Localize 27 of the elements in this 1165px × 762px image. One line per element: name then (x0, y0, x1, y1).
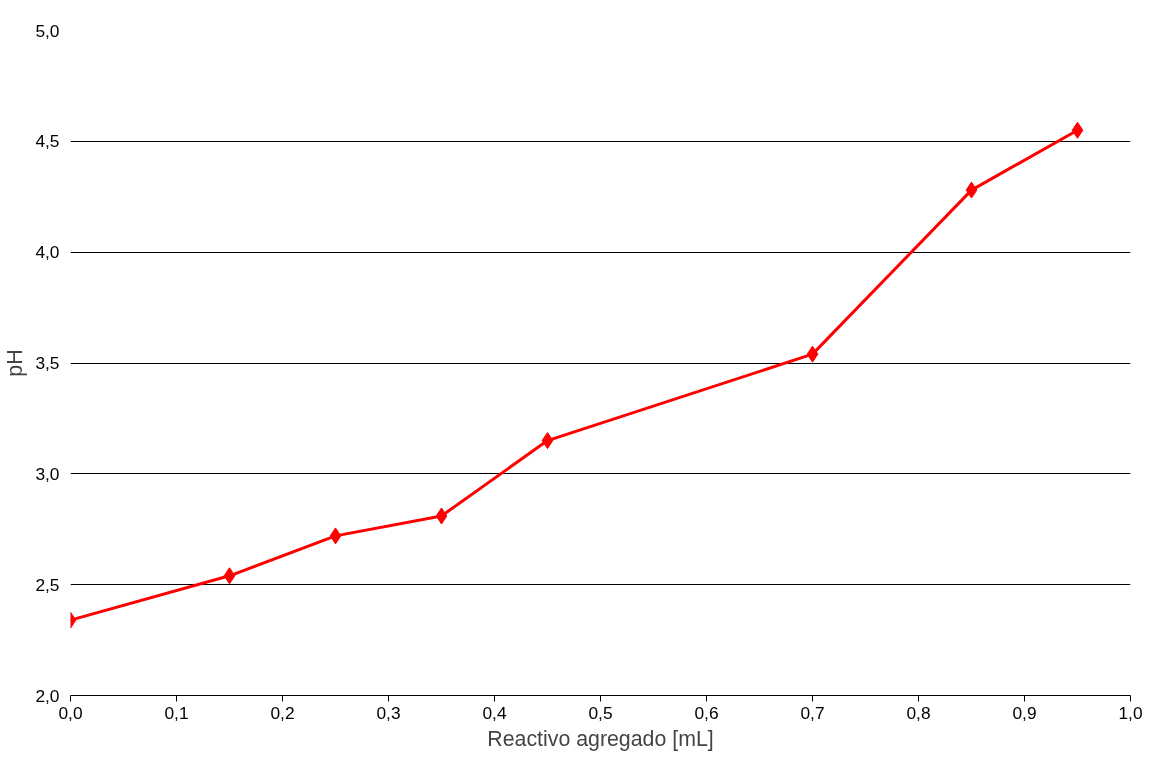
y-axis-title: pH (3, 349, 28, 377)
x-tick-label: 0,2 (270, 702, 295, 723)
y-tick-label: 3,0 (35, 463, 60, 484)
x-tick-label: 0,6 (694, 702, 719, 723)
point (435, 507, 448, 525)
point (329, 527, 342, 545)
x-tick-label: 0,8 (906, 702, 931, 723)
x-tick-label: 0,4 (482, 702, 507, 723)
y-tick-label: 3,5 (35, 353, 60, 373)
x-tick-label: 0,5 (588, 702, 613, 723)
y-tick-label: 5,0 (35, 20, 60, 41)
x-tick-label: 0,1 (164, 702, 189, 723)
x-axis-title: Reactivo agregado [mL] (487, 726, 714, 751)
x-tick-label: 0,9 (1012, 702, 1037, 723)
point (223, 567, 236, 585)
y-tick-label: 4,0 (35, 242, 60, 263)
x-tick-label: 0,7 (800, 702, 825, 723)
x-tick-label: 0,0 (58, 702, 83, 723)
point (806, 345, 819, 363)
y-tick-label: 2,0 (35, 685, 60, 706)
point (541, 432, 554, 450)
y-tick-label: 2,5 (35, 574, 60, 595)
point (965, 181, 978, 199)
x-tick-label: 0,3 (376, 702, 401, 723)
y-tick-label: 4,5 (35, 131, 60, 152)
x-tick-label: 1,0 (1118, 702, 1143, 723)
point (1071, 121, 1084, 139)
